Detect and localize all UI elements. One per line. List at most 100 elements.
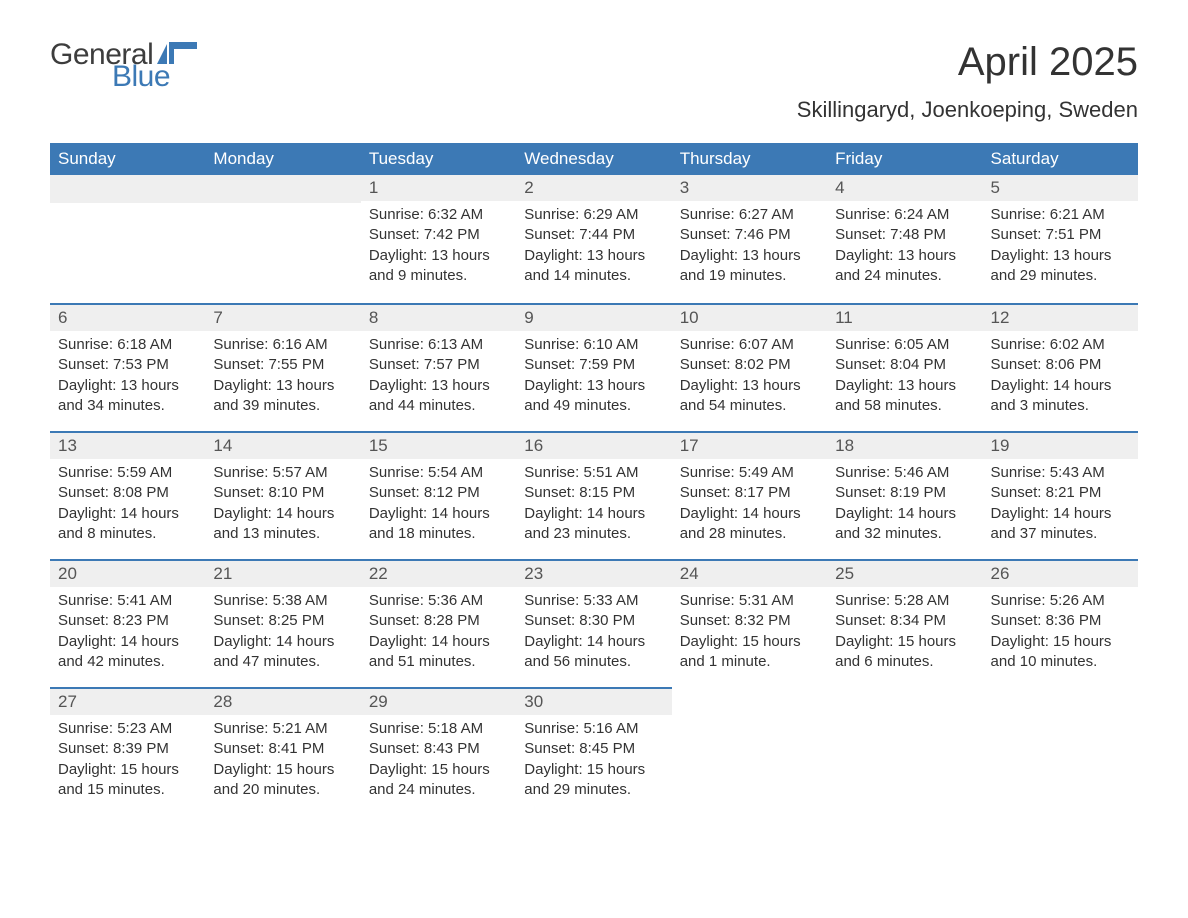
daylight-text: Daylight: 14 hours and 3 minutes. [991,376,1130,417]
daylight-text: Daylight: 14 hours and 51 minutes. [369,632,508,673]
day-number: 24 [672,559,827,587]
sunrise-text: Sunrise: 6:13 AM [369,335,508,355]
day-number: 9 [516,303,671,331]
sunrise-text: Sunrise: 5:21 AM [213,719,352,739]
day-number: 13 [50,431,205,459]
sunrise-text: Sunrise: 5:54 AM [369,463,508,483]
sunrise-text: Sunrise: 5:59 AM [58,463,197,483]
calendar-cell: 24Sunrise: 5:31 AMSunset: 8:32 PMDayligh… [672,559,827,687]
day-number: 14 [205,431,360,459]
logo: General Blue [50,40,197,92]
day-details: Sunrise: 5:41 AMSunset: 8:23 PMDaylight:… [50,587,205,680]
day-number: 8 [361,303,516,331]
day-number: 4 [827,175,982,201]
day-details: Sunrise: 6:21 AMSunset: 7:51 PMDaylight:… [983,201,1138,294]
day-details: Sunrise: 6:07 AMSunset: 8:02 PMDaylight:… [672,331,827,424]
sunrise-text: Sunrise: 6:24 AM [835,205,974,225]
weekday-header: Saturday [983,143,1138,175]
weekday-header: Thursday [672,143,827,175]
sunset-text: Sunset: 7:55 PM [213,355,352,375]
daylight-text: Daylight: 13 hours and 29 minutes. [991,246,1130,287]
calendar-cell: 1Sunrise: 6:32 AMSunset: 7:42 PMDaylight… [361,175,516,303]
day-details: Sunrise: 5:28 AMSunset: 8:34 PMDaylight:… [827,587,982,680]
day-number: 12 [983,303,1138,331]
day-details: Sunrise: 6:05 AMSunset: 8:04 PMDaylight:… [827,331,982,424]
calendar-cell: 5Sunrise: 6:21 AMSunset: 7:51 PMDaylight… [983,175,1138,303]
daylight-text: Daylight: 14 hours and 47 minutes. [213,632,352,673]
day-number: 26 [983,559,1138,587]
calendar-cell: 12Sunrise: 6:02 AMSunset: 8:06 PMDayligh… [983,303,1138,431]
calendar-cell [672,687,827,815]
sunset-text: Sunset: 7:44 PM [524,225,663,245]
sunrise-text: Sunrise: 6:02 AM [991,335,1130,355]
weekday-header: Sunday [50,143,205,175]
sunset-text: Sunset: 8:04 PM [835,355,974,375]
sunset-text: Sunset: 7:59 PM [524,355,663,375]
day-details: Sunrise: 5:36 AMSunset: 8:28 PMDaylight:… [361,587,516,680]
calendar-cell: 28Sunrise: 5:21 AMSunset: 8:41 PMDayligh… [205,687,360,815]
calendar-cell: 16Sunrise: 5:51 AMSunset: 8:15 PMDayligh… [516,431,671,559]
empty-day-header [50,175,205,203]
sunset-text: Sunset: 7:48 PM [835,225,974,245]
day-details: Sunrise: 6:24 AMSunset: 7:48 PMDaylight:… [827,201,982,294]
day-details: Sunrise: 6:16 AMSunset: 7:55 PMDaylight:… [205,331,360,424]
day-number: 16 [516,431,671,459]
daylight-text: Daylight: 13 hours and 24 minutes. [835,246,974,287]
calendar-cell: 27Sunrise: 5:23 AMSunset: 8:39 PMDayligh… [50,687,205,815]
sunrise-text: Sunrise: 5:43 AM [991,463,1130,483]
calendar-cell: 11Sunrise: 6:05 AMSunset: 8:04 PMDayligh… [827,303,982,431]
daylight-text: Daylight: 14 hours and 32 minutes. [835,504,974,545]
calendar-cell: 15Sunrise: 5:54 AMSunset: 8:12 PMDayligh… [361,431,516,559]
daylight-text: Daylight: 13 hours and 58 minutes. [835,376,974,417]
day-number: 2 [516,175,671,201]
sunrise-text: Sunrise: 6:18 AM [58,335,197,355]
daylight-text: Daylight: 13 hours and 44 minutes. [369,376,508,417]
calendar-week-row: 13 Sunrise: 5:59 AMSunset: 8:08 PM Dayligh… [50,431,1138,559]
day-details: Sunrise: 5:51 AMSunset: 8:15 PMDaylight:… [516,459,671,552]
sunset-text: Sunset: 8:19 PM [835,483,974,503]
day-details: Sunrise: 6:29 AMSunset: 7:44 PMDaylight:… [516,201,671,294]
day-number: 15 [361,431,516,459]
title-group: April 2025 Skillingaryd, Joenkoeping, Sw… [797,40,1138,123]
day-details: Sunrise: 5:21 AMSunset: 8:41 PMDaylight:… [205,715,360,808]
sunset-text: Sunset: 7:42 PM [369,225,508,245]
sunrise-text: Sunrise: 5:36 AM [369,591,508,611]
day-details: Sunrise: 6:02 AMSunset: 8:06 PMDaylight:… [983,331,1138,424]
sunset-text: Sunset: 8:08 PM [58,483,197,503]
daylight-text: Daylight: 13 hours and 54 minutes. [680,376,819,417]
location-subtitle: Skillingaryd, Joenkoeping, Sweden [797,97,1138,123]
sunset-text: Sunset: 8:28 PM [369,611,508,631]
sunrise-text: Sunrise: 5:51 AM [524,463,663,483]
day-details: Sunrise: 5:16 AMSunset: 8:45 PMDaylight:… [516,715,671,808]
day-number: 5 [983,175,1138,201]
calendar-week-row: 20Sunrise: 5:41 AMSunset: 8:23 PMDayligh… [50,559,1138,687]
daylight-text: Daylight: 14 hours and 13 minutes. [213,504,352,545]
day-details: Sunrise: 5:26 AMSunset: 8:36 PMDaylight:… [983,587,1138,680]
sunset-text: Sunset: 8:45 PM [524,739,663,759]
logo-text-blue: Blue [112,62,170,92]
day-number: 25 [827,559,982,587]
daylight-text: Daylight: 15 hours and 15 minutes. [58,760,197,801]
sunset-text: Sunset: 8:06 PM [991,355,1130,375]
daylight-text: Daylight: 15 hours and 24 minutes. [369,760,508,801]
calendar-cell: 18Sunrise: 5:46 AMSunset: 8:19 PMDayligh… [827,431,982,559]
day-details: Sunrise: 6:13 AMSunset: 7:57 PMDaylight:… [361,331,516,424]
daylight-text: Daylight: 15 hours and 6 minutes. [835,632,974,673]
daylight-text: Daylight: 14 hours and 42 minutes. [58,632,197,673]
calendar-cell [50,175,205,303]
calendar-cell: 22Sunrise: 5:36 AMSunset: 8:28 PMDayligh… [361,559,516,687]
sunrise-text: Sunrise: 5:28 AM [835,591,974,611]
day-number: 6 [50,303,205,331]
sunset-text: Sunset: 8:10 PM [213,483,352,503]
daylight-text: Daylight: 14 hours and 37 minutes. [991,504,1130,545]
sunrise-text: Sunrise: 5:31 AM [680,591,819,611]
sunset-text: Sunset: 7:57 PM [369,355,508,375]
daylight-text: Daylight: 13 hours and 9 minutes. [369,246,508,287]
day-number: 20 [50,559,205,587]
sunset-text: Sunset: 8:25 PM [213,611,352,631]
sunrise-text: Sunrise: 6:10 AM [524,335,663,355]
sunset-text: Sunset: 7:46 PM [680,225,819,245]
day-details: Sunrise: 6:27 AMSunset: 7:46 PMDaylight:… [672,201,827,294]
sunrise-text: Sunrise: 6:05 AM [835,335,974,355]
day-number: 7 [205,303,360,331]
